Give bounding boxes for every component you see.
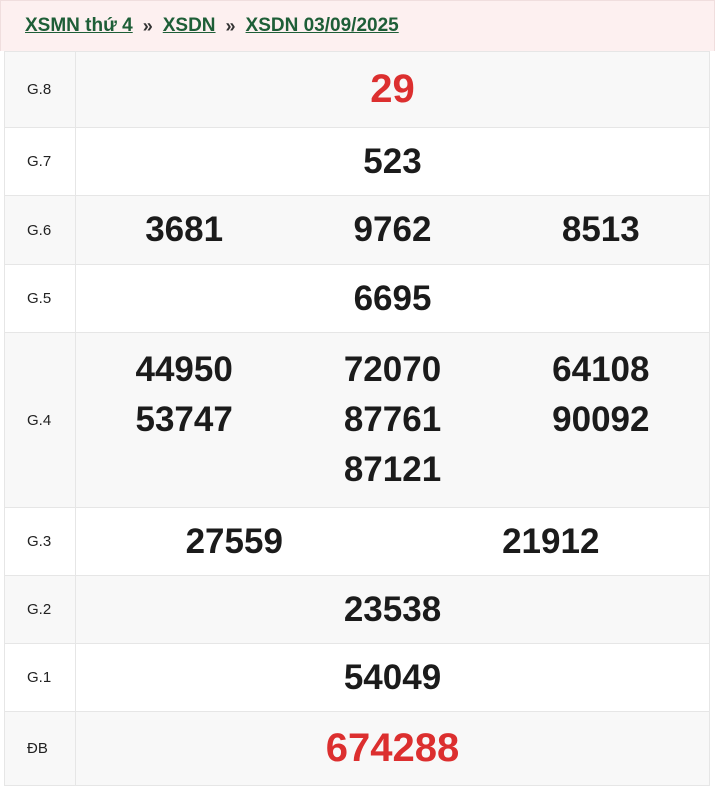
prize-number: 29 — [370, 67, 415, 111]
prize-label: G.3 — [4, 507, 76, 576]
breadcrumb: XSMN thứ 4 » XSDN » XSDN 03/09/2025 — [0, 0, 715, 51]
prize-number: 23538 — [343, 589, 442, 629]
breadcrumb-link-date[interactable]: XSDN 03/09/2025 — [245, 15, 399, 36]
prize-number: 90092 — [552, 400, 650, 439]
row-g4: G.4 44950 72070 64108 53747 87761 90092 … — [4, 332, 710, 508]
prize-label: G.7 — [4, 127, 76, 196]
breadcrumb-separator: » — [225, 15, 236, 36]
prize-number: 64108 — [552, 350, 650, 389]
prize-number: 27559 — [185, 521, 283, 561]
prize-number: 523 — [363, 141, 422, 181]
prize-number: 87761 — [343, 400, 442, 439]
prize-label: G.6 — [4, 195, 76, 265]
prize-label: G.4 — [4, 332, 76, 508]
prize-number: 44950 — [135, 350, 233, 389]
row-g1: G.1 54049 — [4, 643, 710, 712]
prize-number: 3681 — [145, 210, 224, 249]
prize-number: 9762 — [353, 210, 432, 249]
prize-label: ĐB — [4, 711, 76, 786]
prize-label: G.1 — [4, 643, 76, 712]
row-g2: G.2 23538 — [4, 575, 710, 644]
breadcrumb-link-xsdn[interactable]: XSDN — [162, 15, 216, 36]
prize-number: 87121 — [343, 450, 442, 489]
row-g5: G.5 6695 — [4, 264, 710, 333]
breadcrumb-link-xsmn[interactable]: XSMN thứ 4 — [25, 15, 133, 36]
breadcrumb-separator: » — [142, 15, 153, 36]
row-g8: G.8 29 — [4, 51, 710, 128]
row-g6: G.6 3681 9762 8513 — [4, 195, 710, 265]
prize-label: G.5 — [4, 264, 76, 333]
prize-label: G.2 — [4, 575, 76, 644]
prize-number: 8513 — [561, 210, 640, 249]
prize-number: 53747 — [135, 400, 233, 439]
prize-number: 72070 — [343, 350, 442, 389]
prize-number: 6695 — [353, 278, 432, 318]
prize-label: G.8 — [4, 51, 76, 128]
row-g7: G.7 523 — [4, 127, 710, 196]
row-g3: G.3 27559 21912 — [4, 507, 710, 576]
special-prize-number: 674288 — [325, 726, 460, 770]
row-special: ĐB 674288 — [4, 711, 710, 786]
results-table: G.8 29 G.7 523 G.6 3681 9762 8513 G.5 66… — [4, 51, 710, 786]
prize-number: 21912 — [502, 521, 600, 561]
prize-number: 54049 — [343, 657, 442, 697]
